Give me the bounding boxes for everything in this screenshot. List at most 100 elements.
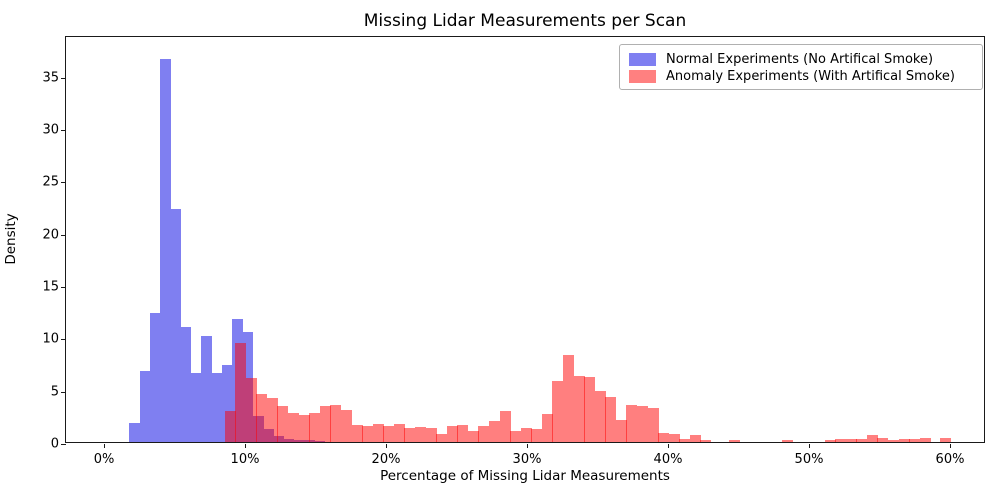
anomaly-histogram-bar	[824, 439, 836, 442]
anomaly-histogram-bar	[256, 393, 268, 442]
y-tick-label: 15	[42, 279, 59, 295]
anomaly-histogram-bar	[383, 426, 395, 442]
x-tick-label: 60%	[935, 452, 965, 467]
anomaly-histogram-bar	[436, 433, 448, 442]
anomaly-histogram-bar	[478, 426, 490, 442]
anomaly-histogram-bar	[626, 404, 638, 442]
x-tick-label: 40%	[653, 452, 683, 467]
anomaly-histogram-bar	[393, 424, 405, 442]
anomaly-histogram-bar	[288, 413, 299, 442]
anomaly-histogram-bar	[728, 440, 740, 442]
y-tick-label: 20	[42, 227, 59, 243]
anomaly-histogram-bar	[414, 426, 426, 442]
anomaly-histogram-bar	[689, 434, 701, 442]
y-tick-mark	[61, 444, 66, 445]
normal-histogram-bar	[201, 336, 213, 442]
x-tick-label: 30%	[512, 452, 542, 467]
anomaly-histogram-bar	[245, 378, 257, 442]
anomaly-histogram-bar	[940, 437, 952, 442]
anomaly-histogram-bar	[615, 420, 627, 442]
legend-label: Normal Experiments (No Artifical Smoke)	[666, 52, 934, 67]
anomaly-histogram-bar	[446, 426, 458, 442]
y-tick-label: 5	[50, 384, 59, 400]
anomaly-histogram-bar	[866, 435, 878, 442]
y-tick-label: 35	[42, 70, 59, 86]
y-tick-mark	[61, 391, 66, 393]
anomaly-histogram-bar	[919, 438, 931, 442]
anomaly-histogram-bar	[909, 439, 921, 442]
normal-histogram-bar	[222, 364, 233, 442]
anomaly-histogram-bar	[309, 412, 321, 442]
anomaly-histogram-bar	[658, 432, 670, 442]
anomaly-histogram-bar	[541, 413, 553, 442]
anomaly-histogram-bar	[679, 438, 691, 442]
anomaly-histogram-bar	[340, 410, 352, 442]
legend: Normal Experiments (No Artifical Smoke) A…	[619, 44, 983, 90]
anomaly-histogram-bar	[835, 438, 847, 442]
normal-histogram-bar	[150, 313, 161, 442]
anomaly-histogram-bar	[457, 425, 469, 442]
anomaly-histogram-bar	[319, 406, 331, 442]
anomaly-histogram-bar	[845, 438, 857, 442]
anomaly-histogram-bar	[520, 428, 532, 442]
chart-title: Missing Lidar Measurements per Scan	[363, 11, 687, 31]
anomaly-histogram-bar	[647, 407, 659, 442]
anomaly-histogram-bar	[552, 381, 564, 442]
anomaly-histogram-bar	[898, 439, 910, 442]
normal-histogram-bar	[211, 372, 223, 442]
y-tick-mark	[61, 339, 66, 341]
anomaly-histogram-bar	[856, 439, 868, 442]
legend-swatch-icon	[629, 70, 656, 83]
y-tick-label: 0	[50, 436, 59, 452]
anomaly-histogram-bar	[584, 377, 596, 442]
anomaly-histogram-bar	[488, 421, 500, 442]
y-tick-mark	[61, 234, 66, 236]
normal-histogram-bar	[139, 370, 151, 442]
x-tick-mark	[950, 444, 951, 448]
normal-histogram-bar	[160, 58, 171, 442]
x-tick-label: 10%	[230, 452, 260, 467]
x-tick-mark	[668, 444, 669, 448]
x-tick-mark	[809, 444, 810, 448]
anomaly-histogram-bar	[510, 430, 522, 442]
anomaly-histogram-bar	[573, 376, 585, 442]
anomaly-histogram-bar	[700, 439, 712, 442]
y-tick-label: 10	[42, 331, 59, 347]
anomaly-histogram-bar	[351, 425, 363, 442]
x-tick-mark	[386, 444, 387, 448]
anomaly-histogram-bar	[563, 355, 574, 442]
x-tick-mark	[104, 444, 105, 448]
anomaly-histogram-bar	[888, 439, 899, 442]
y-tick-label: 25	[42, 174, 59, 190]
y-axis-label: Density	[3, 213, 19, 265]
anomaly-histogram-bar	[499, 410, 511, 442]
y-tick-mark	[61, 130, 66, 131]
legend-row-anomaly: Anomaly Experiments (With Artifical Smok…	[629, 68, 973, 85]
x-tick-label: 50%	[794, 452, 824, 467]
x-tick-label: 0%	[93, 452, 115, 467]
normal-histogram-bar	[170, 208, 182, 442]
anomaly-histogram-bar	[224, 410, 236, 442]
anomaly-histogram-bar	[277, 405, 289, 442]
x-tick-label: 20%	[371, 452, 401, 467]
anomaly-histogram-bar	[298, 414, 310, 442]
anomaly-histogram-bar	[372, 424, 384, 442]
anomaly-histogram-bar	[404, 428, 416, 442]
normal-histogram-bar	[191, 372, 202, 442]
plot-area: 0% 10% 20% 30% 40% 50% 60% 0 5 10 15 20 25 30 35 Norma…	[42, 36, 985, 467]
anomaly-histogram-bar	[235, 342, 247, 442]
anomaly-histogram-bar	[668, 434, 680, 442]
anomaly-histogram-bar	[637, 406, 648, 442]
legend-swatch-icon	[629, 53, 656, 66]
legend-label: Anomaly Experiments (With Artifical Smok…	[666, 69, 955, 84]
y-tick-mark	[61, 77, 66, 79]
y-tick-label: 30	[42, 122, 59, 138]
y-tick-mark	[61, 287, 66, 288]
anomaly-histogram-bar	[531, 429, 543, 442]
x-tick-mark	[245, 444, 246, 448]
anomaly-histogram-bar	[266, 398, 278, 442]
legend-row-normal: Normal Experiments (No Artifical Smoke)	[629, 51, 973, 68]
x-axis-label: Percentage of Missing Lidar Measurements	[380, 468, 670, 484]
x-tick-mark	[527, 444, 528, 448]
